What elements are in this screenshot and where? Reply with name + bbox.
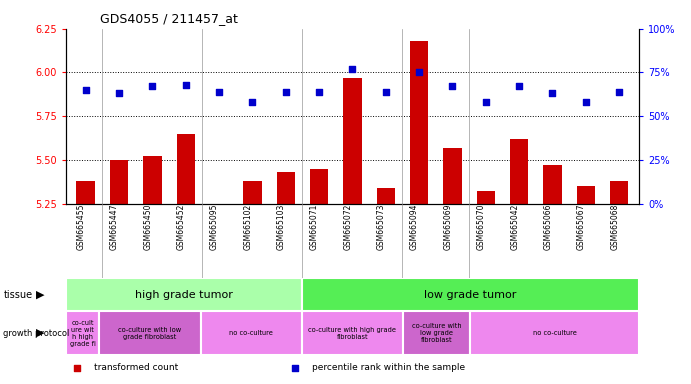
Bar [477,191,495,204]
Point [414,70,425,76]
Point [513,83,524,89]
Text: GSM665068: GSM665068 [610,204,619,250]
Text: GSM665069: GSM665069 [444,204,453,250]
Point [580,99,591,105]
Text: GSM665067: GSM665067 [577,204,586,250]
Bar [143,156,162,204]
Point [214,89,225,95]
Text: GSM665042: GSM665042 [510,204,519,250]
Text: GSM665094: GSM665094 [410,204,419,250]
Bar [243,181,262,204]
Point [347,66,358,72]
Bar [610,181,628,204]
Bar [436,204,469,278]
Bar [176,134,195,204]
Text: GSM665103: GSM665103 [276,204,285,250]
Text: ▶: ▶ [36,328,44,338]
Text: high grade tumor: high grade tumor [135,290,233,300]
Bar [100,311,200,355]
Bar [269,204,303,278]
Bar [502,204,536,278]
Bar [303,204,336,278]
Point [280,89,291,95]
Text: GDS4055 / 211457_at: GDS4055 / 211457_at [100,12,238,25]
Text: co-culture with
low grade
fibroblast: co-culture with low grade fibroblast [412,323,462,343]
Text: GSM665450: GSM665450 [143,204,152,250]
Bar [603,204,636,278]
Bar [66,278,302,311]
Bar [369,204,402,278]
Text: percentile rank within the sample: percentile rank within the sample [312,363,465,372]
Bar [102,204,135,278]
Bar [402,204,436,278]
Point [146,83,158,89]
Text: no co-culture: no co-culture [533,330,577,336]
Text: GSM665455: GSM665455 [77,204,86,250]
Bar [110,160,128,204]
Bar [276,172,295,204]
Bar [336,204,369,278]
Bar [377,188,395,204]
Bar [577,186,595,204]
Text: low grade tumor: low grade tumor [424,290,517,300]
Bar [403,311,471,355]
Point [113,90,124,96]
Text: GSM665102: GSM665102 [243,204,252,250]
Bar [469,204,502,278]
Text: growth protocol: growth protocol [3,329,70,338]
Bar [236,204,269,278]
Text: GSM665095: GSM665095 [210,204,219,250]
Bar [66,311,100,355]
Bar [543,165,562,204]
Bar [510,139,529,204]
Bar [135,204,169,278]
Point [614,89,625,95]
Text: GSM665066: GSM665066 [544,204,553,250]
Point [480,99,491,105]
Text: co-cult
ure wit
h high
grade fi: co-cult ure wit h high grade fi [70,319,95,347]
Bar [471,311,639,355]
Bar [302,311,403,355]
Text: no co-culture: no co-culture [229,330,273,336]
Point [80,87,91,93]
Point [447,83,458,89]
Bar [410,41,428,204]
Bar [536,204,569,278]
Bar [302,278,639,311]
Text: GSM665070: GSM665070 [477,204,486,250]
Text: GSM665073: GSM665073 [377,204,386,250]
Text: transformed count: transformed count [94,363,178,372]
Text: GSM665452: GSM665452 [177,204,186,250]
Bar [443,147,462,204]
Bar [200,311,302,355]
Bar [310,169,328,204]
Bar [343,78,361,204]
Point [314,89,325,95]
Bar [569,204,603,278]
Text: GSM665447: GSM665447 [110,204,119,250]
Text: ▶: ▶ [36,290,44,300]
Text: tissue: tissue [3,290,32,300]
Text: co-culture with low
grade fibroblast: co-culture with low grade fibroblast [118,327,182,339]
Point [180,82,191,88]
Text: co-culture with high grade
fibroblast: co-culture with high grade fibroblast [308,327,397,339]
Bar [202,204,236,278]
Text: GSM665071: GSM665071 [310,204,319,250]
Point [380,89,391,95]
Bar [169,204,202,278]
Bar [69,204,102,278]
Point [247,99,258,105]
Text: GSM665072: GSM665072 [343,204,352,250]
Bar [77,181,95,204]
Point [547,90,558,96]
Bar [210,204,228,209]
Point [72,365,83,371]
Point [290,365,301,371]
